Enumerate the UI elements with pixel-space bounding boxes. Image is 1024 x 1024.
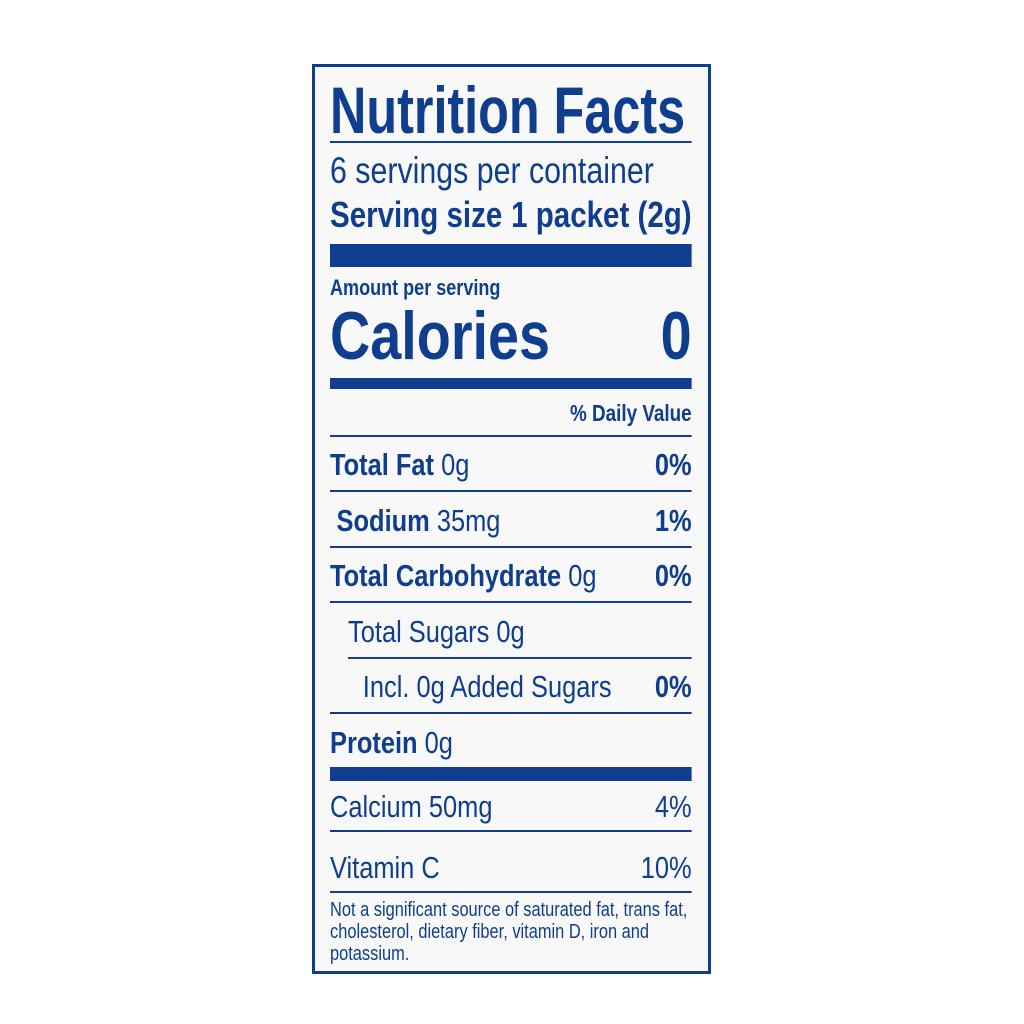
divider — [330, 601, 692, 603]
nutrient-row-sodium: Sodium 35mg 1% — [330, 503, 692, 539]
calories-label: Calories — [330, 298, 551, 374]
medium-divider — [330, 378, 692, 389]
divider — [330, 830, 692, 832]
nutrient-name: Total Sugars 0g — [348, 614, 525, 649]
serving-size-row: Serving size 1 packet (2g) — [330, 195, 692, 235]
divider — [330, 141, 692, 143]
thick-divider — [330, 767, 692, 781]
amount-per-serving: Amount per serving — [330, 275, 501, 300]
nutrient-name: Incl. 0g Added Sugars — [362, 669, 612, 704]
vitamin-name: Calcium 50mg — [330, 789, 493, 824]
nutrient-name: Protein — [330, 725, 418, 760]
daily-value-header: % Daily Value — [330, 399, 692, 427]
label-title-row: Nutrition Facts — [330, 77, 692, 143]
footnote: Not a significant source of saturated fa… — [330, 899, 688, 965]
calories-value: 0 — [660, 298, 692, 374]
nutrition-facts-label: Nutrition Facts 6 servings per container… — [312, 64, 711, 974]
divider — [330, 435, 692, 437]
nutrient-row-added-sugars: Incl. 0g Added Sugars 0% — [330, 669, 692, 705]
divider — [330, 490, 692, 492]
nutrient-dv: 1% — [654, 503, 692, 538]
nutrient-row-total-fat: Total Fat 0g 0% — [330, 447, 692, 483]
serving-size-label: Serving size — [330, 194, 503, 235]
nutrient-name: Total Fat — [330, 447, 435, 482]
vitamin-dv: 4% — [654, 789, 692, 824]
nutrient-amount: 35mg — [436, 503, 501, 538]
nutrient-dv: 0% — [654, 558, 692, 593]
divider — [330, 891, 692, 893]
serving-size-value: 1 packet (2g) — [511, 194, 692, 235]
nutrient-amount: 0g — [424, 725, 453, 760]
calories-row: Calories 0 — [330, 299, 692, 373]
nutrient-name: Sodium — [336, 503, 430, 538]
nutrient-name: Total Carbohydrate — [330, 558, 562, 593]
divider — [348, 657, 692, 659]
vitamin-name: Vitamin C — [330, 850, 440, 885]
vitamin-row-calcium: Calcium 50mg 4% — [330, 789, 692, 825]
nutrient-row-total-carbohydrate: Total Carbohydrate 0g 0% — [330, 558, 692, 594]
thick-divider — [330, 244, 692, 267]
divider — [330, 712, 692, 714]
nutrient-dv: 0% — [654, 669, 692, 704]
label-content: Nutrition Facts 6 servings per container… — [330, 67, 692, 971]
vitamin-row-vitamin-c: Vitamin C 10% — [330, 850, 692, 886]
nutrient-amount: 0g — [441, 447, 470, 482]
vitamin-dv: 10% — [640, 850, 692, 885]
nutrient-row-protein: Protein 0g — [330, 725, 692, 761]
label-title: Nutrition Facts — [330, 73, 686, 147]
nutrient-row-total-sugars: Total Sugars 0g — [330, 614, 692, 650]
nutrient-dv: 0% — [654, 447, 692, 482]
divider — [330, 546, 692, 548]
nutrient-amount: 0g — [568, 558, 597, 593]
servings-per-container: 6 servings per container — [330, 150, 654, 191]
daily-value-header-text: % Daily Value — [570, 400, 692, 426]
